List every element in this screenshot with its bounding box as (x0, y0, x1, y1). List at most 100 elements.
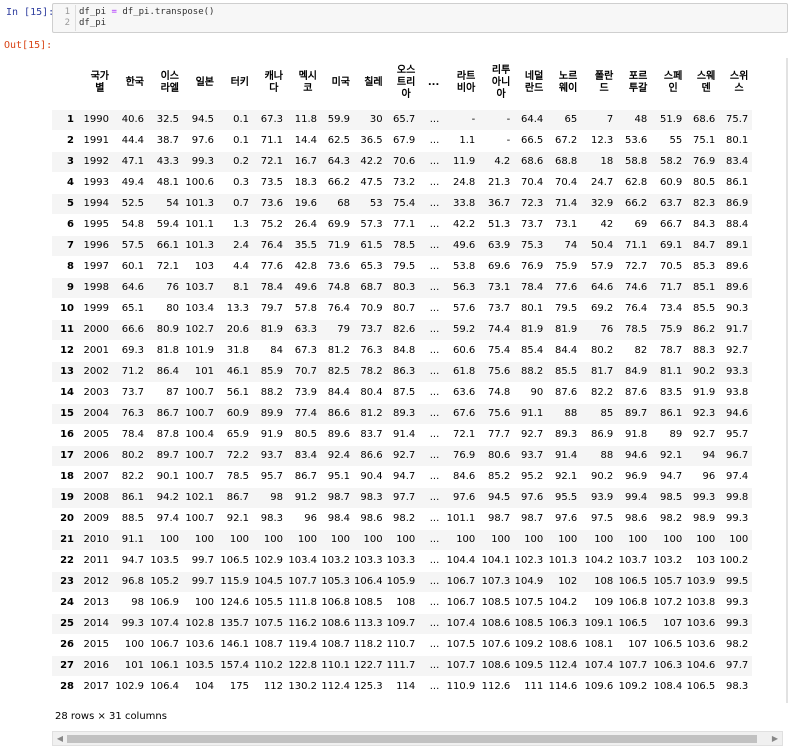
table-cell: 85.5 (547, 360, 582, 382)
table-cell: 122.7 (354, 654, 387, 676)
table-cell: 73.5 (253, 171, 287, 193)
table-cell: 56.3 (443, 276, 480, 298)
table-cell: 108.6 (479, 612, 515, 634)
table-cell: 31.8 (218, 339, 253, 361)
table-cell: 106.1 (148, 654, 183, 676)
table-cell: 74.8 (479, 381, 515, 403)
table-cell: 91.2 (287, 486, 321, 508)
table-cell: 84.4 (321, 381, 354, 403)
table-cell: 1991 (78, 129, 113, 151)
table-cell: 79.5 (547, 297, 582, 319)
table-cell: 92.3 (686, 402, 720, 424)
table-cell: 98.9 (686, 507, 720, 529)
table-cell: 93.7 (514, 444, 548, 466)
table-cell: 43.3 (148, 150, 183, 172)
column-header-label: 미국 (331, 77, 350, 89)
table-cell: 2009 (78, 507, 113, 529)
table-cell: 89 (651, 423, 687, 445)
row-index: 21 (52, 528, 78, 550)
table-cell: 98.5 (651, 486, 687, 508)
table-cell: 2016 (78, 654, 113, 676)
table-cell: 103 (686, 549, 720, 571)
table-cell: 73.2 (386, 171, 420, 193)
table-cell: 99.7 (183, 549, 218, 571)
table-cell: 95.2 (514, 465, 548, 487)
table-cell: 0.1 (218, 129, 253, 151)
table-cell: 100.2 (719, 549, 753, 571)
table-cell: 76.4 (617, 297, 652, 319)
horizontal-scrollbar[interactable]: ◀ ▶ (52, 731, 783, 746)
table-cell: 97.6 (183, 129, 218, 151)
table-cell: 108 (386, 591, 420, 613)
table-cell: 82 (617, 339, 652, 361)
table-cell: 103.3 (386, 549, 420, 571)
scrollbar-thumb[interactable] (67, 735, 757, 743)
row-index: 27 (52, 654, 78, 676)
table-cell: 79.7 (253, 297, 287, 319)
table-cell: ... (419, 129, 444, 151)
table-cell: 65.7 (386, 108, 420, 130)
table-cell: 78.4 (514, 276, 548, 298)
table-cell: 38.7 (148, 129, 183, 151)
table-cell: 103.7 (183, 276, 218, 298)
table-cell: 94.7 (386, 465, 420, 487)
table-row: 10 1999 65.1 80 103.4 13.3 79.7 57.8 76.4 70.9 80.… (52, 297, 753, 319)
table-cell: 74 (547, 234, 582, 256)
column-header-label: 칠레 (364, 77, 383, 89)
table-cell: 103.9 (686, 570, 720, 592)
table-cell: 83.7 (354, 423, 387, 445)
table-cell: ... (419, 171, 444, 193)
table-cell: 56.1 (218, 381, 253, 403)
table-cell: 125.3 (354, 675, 387, 697)
table-cell: 20.6 (218, 318, 253, 340)
table-row: 6 1995 54.8 59.4 101.1 1.3 75.2 26.4 69.9 57.3 77.… (52, 213, 753, 235)
table-cell: 103.4 (183, 297, 218, 319)
table-cell: 2014 (78, 612, 113, 634)
row-index: 5 (52, 192, 78, 214)
table-cell: 76.9 (686, 150, 720, 172)
table-cell: 100 (719, 528, 753, 550)
table-cell: 100 (287, 528, 321, 550)
table-cell: - (479, 108, 515, 130)
table-cell: 75.9 (651, 318, 687, 340)
table-cell: 64.6 (581, 276, 618, 298)
table-cell: 94 (686, 444, 720, 466)
column-header: 멕시 코 (287, 58, 321, 109)
table-cell: 98.3 (253, 507, 287, 529)
table-cell: 65.1 (113, 297, 148, 319)
table-row: 15 2004 76.3 86.7 100.7 60.9 89.9 77.4 86.6 81.2 8… (52, 402, 753, 424)
line-number: 2 (64, 18, 70, 28)
table-cell: ... (419, 465, 444, 487)
line-number-gutter (75, 5, 76, 31)
row-index: 23 (52, 570, 78, 592)
table-cell: 78.4 (253, 276, 287, 298)
row-index: 20 (52, 507, 78, 529)
table-cell: 99.3 (113, 612, 148, 634)
table-cell: 80.6 (479, 444, 515, 466)
row-index: 14 (52, 381, 78, 403)
scroll-right-arrow-icon[interactable]: ▶ (771, 734, 779, 743)
table-cell: 94.6 (719, 402, 753, 424)
table-cell: 102 (547, 570, 582, 592)
table-cell: 108.7 (321, 633, 354, 655)
table-cell: 0.3 (218, 171, 253, 193)
table-cell: 7 (581, 108, 618, 130)
table-row: 9 1998 64.6 76 103.7 8.1 78.4 49.6 74.8 68.7 80.3.… (52, 276, 753, 298)
table-cell: 2012 (78, 570, 113, 592)
scroll-left-arrow-icon[interactable]: ◀ (56, 734, 64, 743)
column-header-label: 이스 라엘 (160, 71, 179, 95)
column-header: 이스 라엘 (148, 58, 183, 109)
output-prompt: Out[15]: (4, 40, 53, 51)
table-cell: 83.5 (651, 381, 687, 403)
table-cell: 75.6 (479, 402, 515, 424)
row-index: 16 (52, 423, 78, 445)
table-cell: 106.5 (617, 570, 652, 592)
table-cell: 86.9 (581, 423, 618, 445)
code-cell-editor[interactable]: 1 df_pi = df_pi.transpose() 2 df_pi (52, 3, 788, 33)
table-cell: ... (419, 549, 444, 571)
table-row: 18 2007 82.2 90.1 100.7 78.5 95.7 86.7 95.1 90.4 9… (52, 465, 753, 487)
table-cell: 100 (617, 528, 652, 550)
table-cell: 60.6 (443, 339, 480, 361)
column-header: 노르 웨이 (547, 58, 581, 109)
table-cell: 63.6 (443, 381, 480, 403)
